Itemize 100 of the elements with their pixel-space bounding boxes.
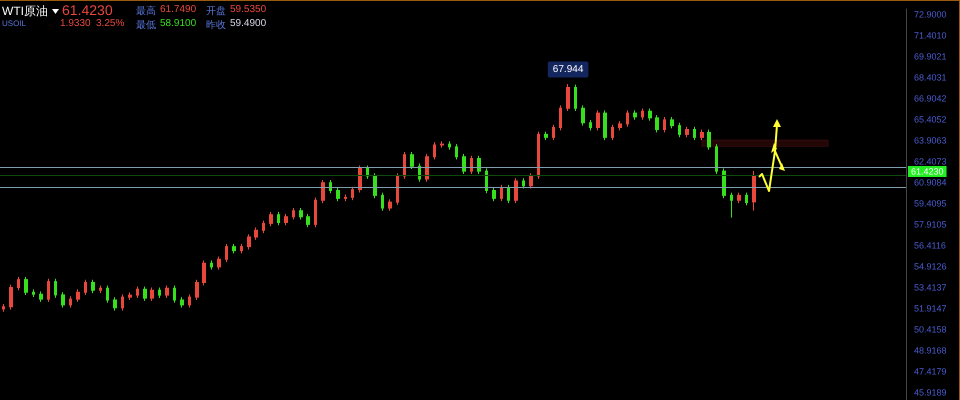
candlestick — [722, 168, 726, 199]
candlestick — [2, 304, 5, 312]
candlestick — [195, 279, 199, 300]
candlestick — [173, 285, 176, 304]
y-tick-label: 56.4116 — [914, 240, 946, 251]
candlestick — [470, 155, 473, 174]
y-tick-label: 63.9063 — [914, 136, 947, 146]
candlestick — [113, 296, 117, 312]
candlestick — [410, 151, 414, 170]
candlestick — [648, 108, 652, 122]
candlestick — [596, 110, 600, 131]
candlestick — [9, 284, 13, 310]
candlestick — [158, 286, 161, 298]
candlestick — [54, 278, 57, 298]
candlestick — [396, 172, 399, 206]
candlestick — [373, 172, 377, 199]
candlestick — [76, 288, 80, 302]
candlestick — [247, 234, 251, 250]
candlestick — [121, 294, 124, 312]
y-tick-label: 68.4031 — [914, 72, 947, 83]
y-tick-label: 48.9168 — [914, 346, 947, 356]
y-tick-label: 47.4179 — [914, 366, 947, 377]
ref-line-label: 61.4230 — [911, 166, 944, 176]
annotation: 开盘 — [206, 5, 226, 18]
candlestick — [84, 279, 87, 296]
candlestick — [566, 84, 570, 112]
candlestick — [106, 285, 109, 304]
candlestick — [425, 153, 429, 182]
y-tick-label: 62.4073 — [914, 156, 947, 167]
candlestick — [381, 192, 384, 212]
candlestick — [329, 179, 332, 194]
candlestick — [745, 192, 748, 206]
y-tick-label: 54.9126 — [914, 262, 947, 272]
candlestick — [69, 296, 72, 308]
candlestick — [581, 104, 585, 126]
candlestick — [507, 184, 510, 204]
candlestick — [641, 108, 644, 120]
candlestick — [99, 285, 102, 294]
candlestick — [24, 276, 28, 296]
candlestick — [306, 213, 310, 228]
candlestick — [492, 187, 496, 202]
candlestick — [225, 243, 228, 263]
candlestick — [32, 288, 35, 298]
y-tick-label: 66.9042 — [914, 94, 947, 104]
candlestick — [574, 84, 577, 112]
candlestick — [626, 110, 629, 128]
candlestick — [351, 186, 354, 201]
candlestick — [358, 165, 362, 193]
y-tick-label: 57.9105 — [914, 220, 947, 230]
candlestick — [388, 198, 392, 212]
candlestick — [128, 292, 132, 300]
candlestick — [217, 256, 221, 270]
candlestick — [240, 243, 243, 254]
candlestick — [61, 292, 65, 308]
candlestick — [321, 179, 325, 204]
candlestick — [514, 178, 518, 204]
candlestick — [485, 168, 488, 194]
y-tick-label: 72.9000 — [914, 10, 947, 20]
candlestick — [544, 131, 548, 141]
candlestick — [752, 170, 756, 212]
candlestick — [150, 286, 154, 302]
annotation: 最高 — [136, 4, 156, 18]
candlestick — [655, 114, 659, 133]
candlestick — [559, 104, 562, 131]
candlestick — [277, 211, 280, 226]
candlestick — [336, 187, 340, 202]
candlestick — [39, 290, 43, 302]
candlestick — [344, 194, 347, 202]
annotation: 3.25% — [96, 18, 124, 29]
candlestick — [715, 144, 718, 174]
candlestick — [180, 296, 184, 308]
candlestick — [254, 226, 258, 240]
candlestick — [670, 116, 674, 129]
candlestick — [603, 110, 607, 141]
candlestick — [210, 260, 213, 270]
candlestick — [314, 196, 317, 228]
y-tick-label: 53.4137 — [914, 282, 947, 293]
candlestick — [537, 131, 540, 180]
candlestick — [529, 172, 533, 190]
annotation: 59.5350 — [230, 4, 266, 15]
candlestick — [433, 142, 436, 160]
candlestick — [299, 208, 303, 220]
candlestick — [91, 279, 95, 294]
candlestick — [611, 124, 614, 141]
candlestick — [685, 126, 689, 138]
y-tick-label: 51.9147 — [914, 304, 947, 314]
candlestick — [165, 285, 169, 298]
candlestick — [403, 151, 406, 180]
candlestick — [589, 119, 592, 131]
annotation: 61.7490 — [160, 4, 196, 15]
annotation: 58.9100 — [160, 18, 196, 29]
annotation: 1.9330 — [60, 18, 91, 29]
candlestick — [202, 260, 206, 286]
candlestick — [366, 165, 369, 180]
candlestick — [17, 276, 20, 291]
candlestick — [284, 213, 288, 226]
candlestick — [262, 220, 265, 234]
candlestick — [663, 116, 666, 133]
candlestick — [678, 122, 681, 138]
annotation: 最低 — [136, 19, 156, 32]
